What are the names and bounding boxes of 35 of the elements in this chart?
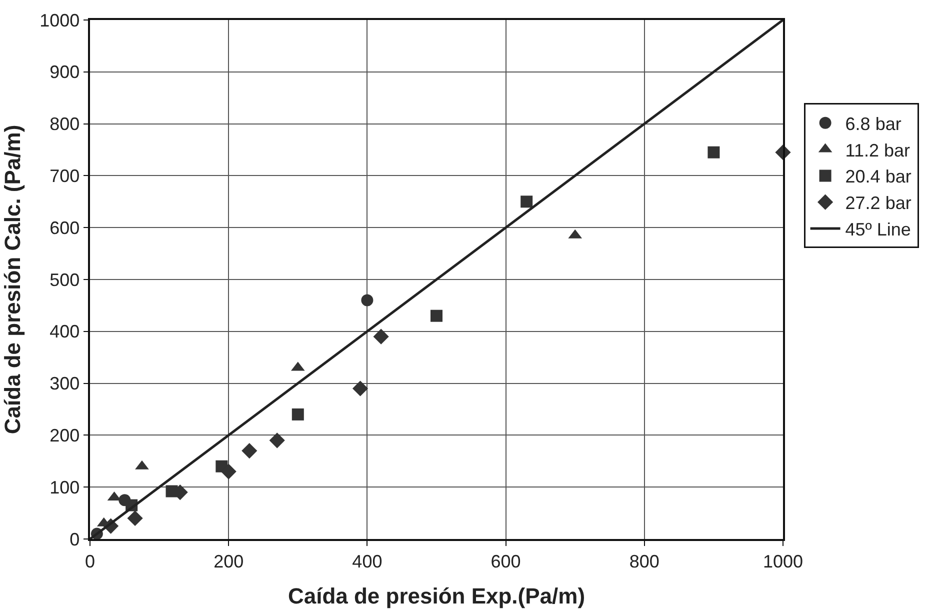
y-tick-label: 0 (70, 529, 80, 550)
x-tick-label: 1000 (762, 551, 804, 572)
legend-label: 27.2 bar (845, 193, 912, 214)
y-tick-label: 500 (50, 270, 80, 290)
point (220, 464, 236, 480)
x-tick-label: 200 (214, 551, 244, 572)
y-tick-label: 300 (50, 374, 80, 394)
y-tick-label: 900 (50, 62, 80, 82)
x-axis-title: Caída de presión Exp.(Pa/m) (288, 584, 586, 609)
y-tick-label: 400 (50, 322, 80, 342)
x-tick-label: 600 (490, 551, 521, 572)
legend-label: 6.8 bar (845, 114, 902, 134)
y-tick-label: 200 (50, 426, 80, 446)
legend-label: 20.4 bar (845, 166, 912, 187)
point (292, 408, 304, 420)
y-tick-label: 1000 (40, 10, 80, 30)
x-tick-label: 800 (629, 551, 660, 572)
x-tick-label: 0 (84, 551, 96, 572)
y-tick-label: 100 (50, 477, 80, 498)
point (352, 380, 368, 396)
point (242, 442, 258, 459)
point (269, 432, 285, 448)
legend-label: 45º Line (845, 220, 911, 240)
y-tick-label: 800 (50, 114, 80, 134)
point (127, 510, 143, 526)
point (520, 196, 533, 208)
point (373, 328, 389, 344)
y-tick-label: 700 (50, 166, 80, 186)
x-tick-label: 400 (352, 551, 382, 572)
point (430, 310, 442, 322)
y-tick-label: 600 (50, 218, 80, 238)
point (708, 146, 720, 158)
point (361, 294, 374, 306)
legend-label: 11.2 bar (845, 140, 910, 160)
y-axis-title: Caída de presión Calc. (Pa/m) (0, 124, 25, 434)
